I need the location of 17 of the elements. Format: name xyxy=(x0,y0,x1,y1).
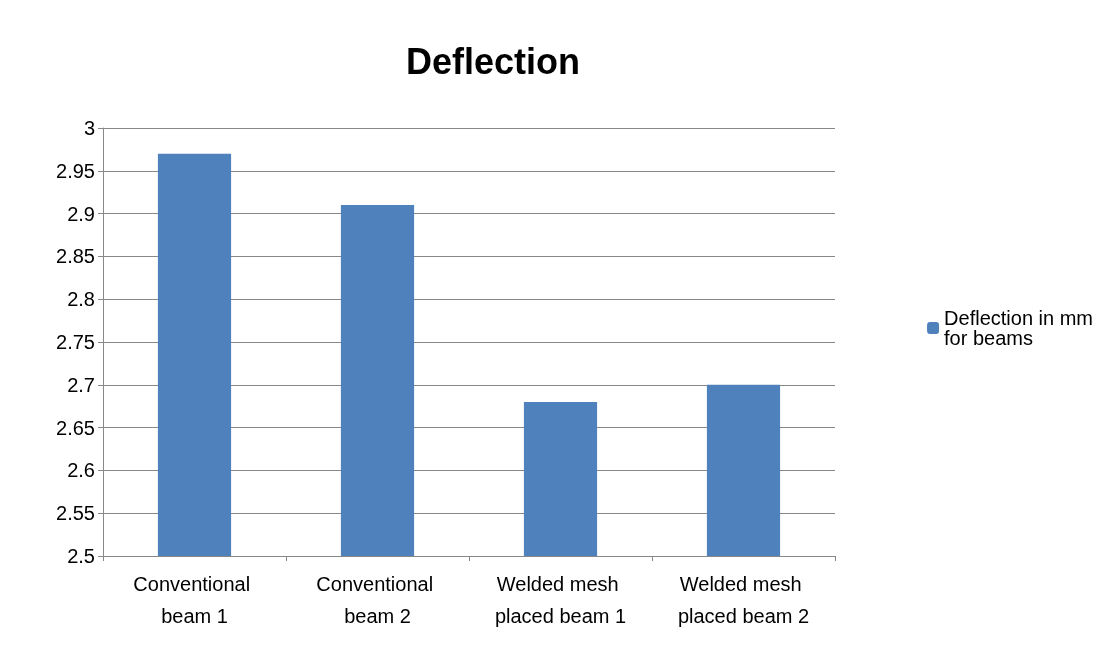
y-tick-label: 2.9 xyxy=(67,202,95,225)
y-tick-label: 2.55 xyxy=(56,502,95,525)
y-tick-label: 2.7 xyxy=(67,373,95,396)
chart-title: Deflection xyxy=(405,40,581,82)
x-tick-label: Welded mesh placed beam 1 xyxy=(494,573,627,627)
x-tick-label: Conventional beam 2 xyxy=(316,573,439,627)
y-tick-label: 2.65 xyxy=(56,416,95,439)
y-tick-label: 3 xyxy=(83,117,95,139)
x-tick-label: Conventional beam 1 xyxy=(133,573,256,627)
legend-label: Deflection in mm for beams xyxy=(944,307,1093,349)
y-tick-label: 2.95 xyxy=(56,159,95,182)
y-tick-label: 2.75 xyxy=(56,331,95,353)
y-tick-label: 2.6 xyxy=(67,459,95,482)
y-tick-label: 2.8 xyxy=(67,288,95,311)
x-tick-label: Welded mesh placed beam 2 xyxy=(677,573,810,627)
y-tick-label: 2.85 xyxy=(56,245,95,268)
y-tick-label: 2.5 xyxy=(67,545,95,567)
